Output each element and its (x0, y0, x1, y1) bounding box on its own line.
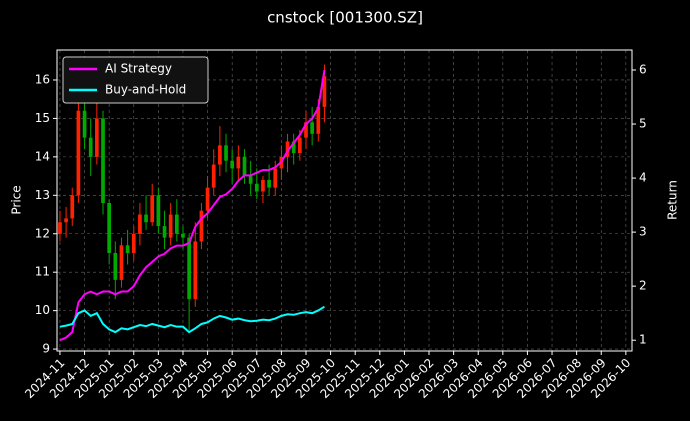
candle-body (162, 226, 167, 238)
candle-body (58, 222, 62, 234)
candle-body (113, 252, 118, 280)
y2-tick-label: 2 (639, 279, 647, 293)
candle-body (131, 233, 136, 253)
candle-body (156, 195, 161, 227)
candle-body (107, 202, 112, 253)
candle-body (267, 179, 271, 188)
y2-tick-label: 3 (639, 225, 647, 239)
candle-body (193, 241, 198, 300)
y-axis-label: Price (10, 185, 24, 214)
candle-body (218, 145, 222, 165)
candle-body (187, 237, 191, 300)
y-tick-label: 14 (35, 149, 50, 163)
plot-frame (56, 49, 633, 352)
series-line (59, 69, 326, 342)
candle-body (254, 183, 259, 192)
y-tick-label: 13 (35, 188, 50, 202)
candle-body (291, 141, 296, 154)
candle-body (261, 179, 265, 192)
candle-body (297, 137, 302, 154)
candle-body (88, 137, 93, 157)
candle-body (242, 156, 247, 177)
y2-tick-label: 4 (639, 171, 647, 185)
candle-body (101, 118, 105, 203)
y-tick-label: 16 (35, 72, 50, 86)
candle-body (82, 110, 87, 138)
candle-body (70, 195, 75, 219)
y2-tick-label: 5 (639, 117, 647, 131)
candle-body (125, 245, 130, 253)
candle-body (205, 187, 210, 211)
y2-tick-label: 1 (639, 333, 647, 347)
candle-body (174, 214, 179, 234)
candle-body (76, 110, 81, 196)
legend-box (62, 56, 209, 104)
candle-body (304, 122, 308, 138)
y-tick-label: 10 (35, 303, 50, 317)
candle-body (64, 218, 68, 223)
y-tick-label: 12 (35, 226, 50, 240)
candle-body (138, 214, 142, 234)
candle-body (168, 214, 173, 238)
candle-body (181, 233, 185, 238)
candle-body (211, 164, 216, 188)
series-line (59, 305, 325, 334)
candle-body (199, 210, 204, 242)
y-tick-label: 9 (42, 342, 50, 356)
chart-title: cnstock [001300.SZ] (267, 9, 423, 27)
candle-body (95, 118, 99, 157)
candle-body (273, 168, 278, 188)
candle-body (119, 245, 124, 280)
candle-body (236, 156, 241, 169)
candle-body (230, 160, 235, 169)
y2-axis-label: Return (666, 180, 680, 220)
candle-body (144, 214, 148, 223)
y-tick-label: 15 (35, 111, 50, 125)
candle-body (322, 76, 327, 107)
legend-label: Buy-and-Hold (105, 83, 186, 97)
candle-body (248, 176, 253, 184)
candle-body (285, 141, 290, 157)
candle-body (310, 122, 314, 134)
y-tick-label: 11 (35, 265, 50, 279)
candle-body (316, 106, 321, 134)
candle-body (224, 145, 228, 161)
legend-label: AI Strategy (105, 62, 172, 76)
y2-tick-label: 6 (639, 62, 647, 76)
candle-body (150, 195, 155, 223)
